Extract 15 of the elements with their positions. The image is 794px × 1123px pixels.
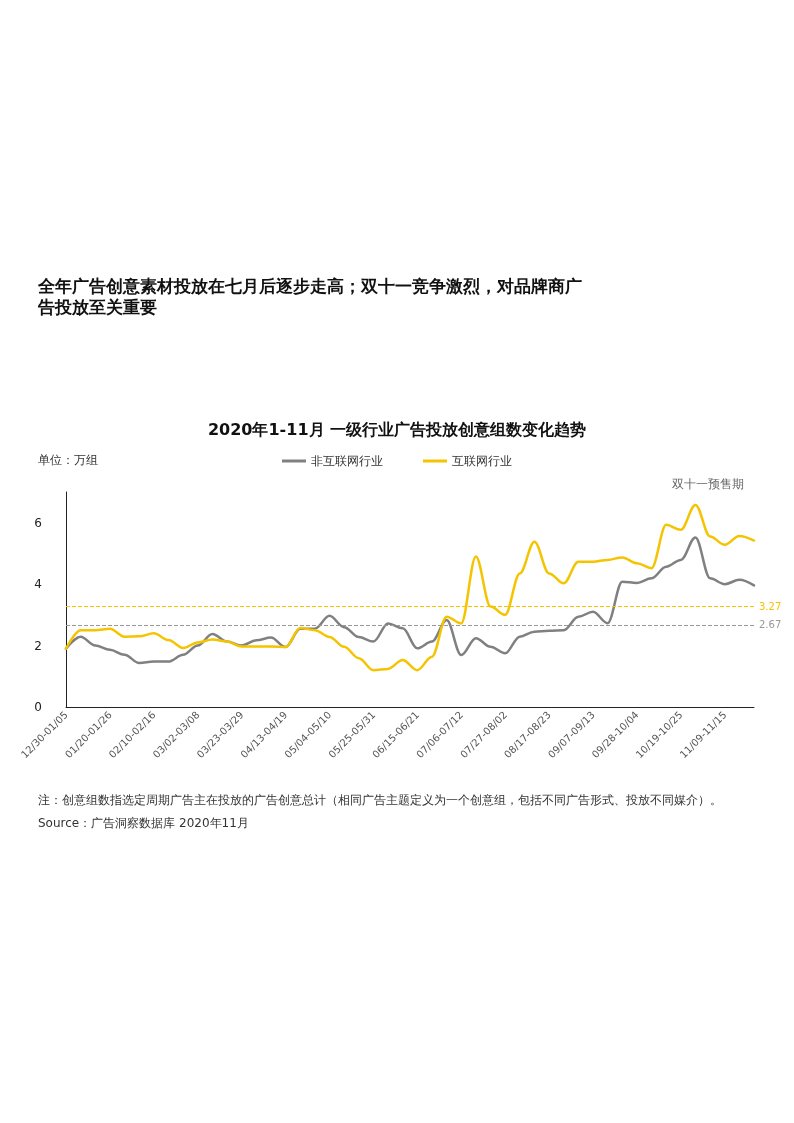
text: 注：创意组数指选定周期广告主在投放的广告创意总计（相同广告主题定义为一个创意组，包括不同广告形式、投放不同媒介）。 <box>38 792 723 809</box>
legend-label: 非互联网行业 <box>311 454 383 468</box>
chart-title: 全年广告创意素材投放在七月后逐步走高；双十一竞争激烈，对品牌商广告投放至关重要 <box>38 276 583 318</box>
chart-subtitle: 2020年1-11月 一级行业广告投放创意组数变化趋势 <box>207 419 587 439</box>
ref-line-label: 2.67 <box>759 619 782 631</box>
y-axis-title: 单位：万组 <box>38 453 98 467</box>
y-tick-label: 6 <box>34 515 42 530</box>
y-tick-label: 0 <box>34 700 42 714</box>
source-note: Source：广告洞察数据库 2020年11月 <box>38 815 250 832</box>
ref-line-label: 3.27 <box>759 601 782 613</box>
text: 双十一预售期 <box>672 477 744 491</box>
y-tick-label: 2 <box>34 638 42 653</box>
y-tick-label: 4 <box>34 577 42 592</box>
legend-label: 互联网行业 <box>452 454 512 468</box>
line-series <box>64 503 756 672</box>
